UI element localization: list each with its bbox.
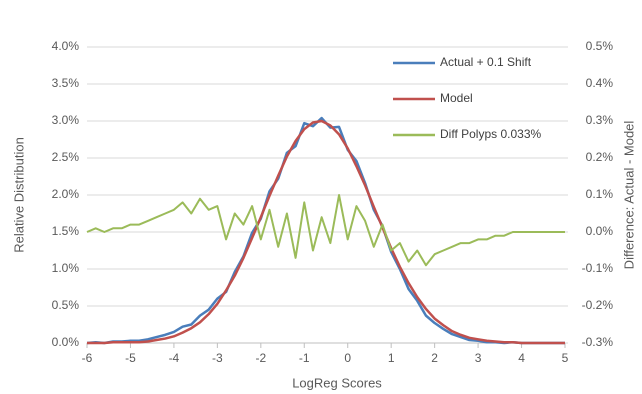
series-line <box>86 194 565 267</box>
x-tick-label: 3 <box>475 351 482 365</box>
legend-label: Model <box>440 91 473 105</box>
y2-tick-label: 0.5% <box>586 39 614 53</box>
y2-axis-title: Difference: Actual - Model <box>621 121 636 270</box>
x-tick-label: 2 <box>431 351 438 365</box>
x-tick-label: 0 <box>344 351 351 365</box>
x-tick-label: -3 <box>212 351 223 365</box>
y2-tick-label: -0.1% <box>582 261 614 275</box>
y-tick-label: 3.5% <box>52 76 80 90</box>
y-tick-label: 2.0% <box>52 187 80 201</box>
legend-label: Actual + 0.1 Shift <box>440 55 532 69</box>
y2-tick-label: -0.3% <box>582 335 614 349</box>
y2-tick-label: 0.1% <box>586 187 614 201</box>
y2-tick-label: -0.2% <box>582 298 614 312</box>
y-tick-label: 1.5% <box>52 224 80 238</box>
legend-label: Diff Polyps 0.033% <box>440 127 541 141</box>
x-tick-label: 1 <box>388 351 395 365</box>
y-tick-label: 0.0% <box>52 335 80 349</box>
x-tick-label: -4 <box>169 351 180 365</box>
x-tick-label: -6 <box>82 351 93 365</box>
y-tick-label: 1.0% <box>52 261 80 275</box>
x-axis-title: LogReg Scores <box>292 375 382 390</box>
y-tick-label: 0.5% <box>52 298 80 312</box>
y2-tick-label: 0.2% <box>586 150 614 164</box>
series-line <box>87 119 565 345</box>
x-tick-label: 4 <box>518 351 525 365</box>
y2-tick-label: 0.4% <box>586 76 614 90</box>
x-tick-label: 5 <box>562 351 569 365</box>
y2-tick-label: 0.3% <box>586 113 614 127</box>
y-tick-label: 2.5% <box>52 150 80 164</box>
y-axis-title: Relative Distribution <box>11 137 26 253</box>
x-tick-label: -1 <box>299 351 310 365</box>
x-tick-label: -2 <box>255 351 266 365</box>
legend: Actual + 0.1 Shift Model Diff Polyps 0.033… <box>393 55 541 141</box>
x-tick-label: -5 <box>125 351 136 365</box>
y-tick-label: 3.0% <box>52 113 80 127</box>
y2-tick-label: 0.0% <box>586 224 614 238</box>
y-tick-label: 4.0% <box>52 39 80 53</box>
